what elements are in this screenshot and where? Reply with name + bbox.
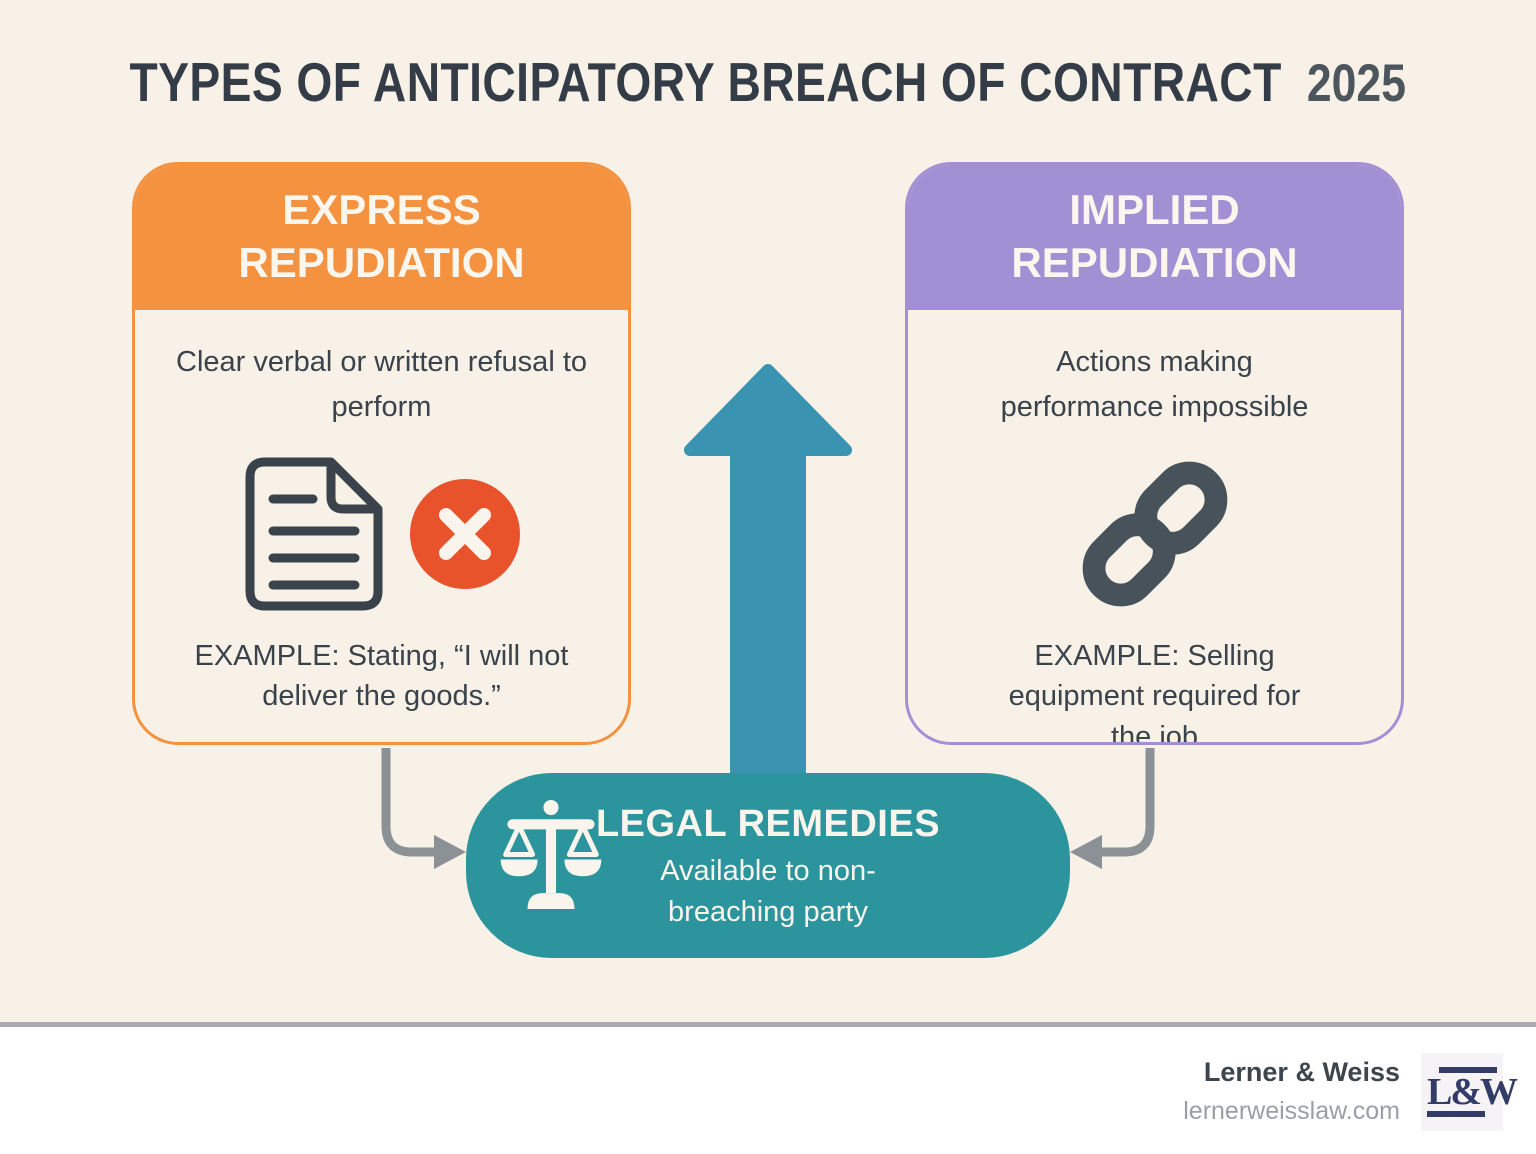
firm-website: lernerweisslaw.com (1183, 1097, 1400, 1125)
logo-top-bar (1439, 1066, 1497, 1073)
footer: Lerner & Weiss lernerweisslaw.com L&W (0, 1027, 1536, 1154)
scales-of-justice-icon (500, 799, 602, 909)
firm-name: Lerner & Weiss (1203, 1057, 1400, 1087)
express-heading: EXPRESS REPUDIATION (238, 186, 525, 286)
legal-remedies-box: LEGAL REMEDIES Available to non-breachin… (466, 773, 1070, 958)
legal-remedies-subtext: Available to non-breaching party (660, 855, 876, 928)
express-example: EXAMPLE: Stating, “I will not deliver th… (194, 639, 569, 713)
footer-divider (0, 1022, 1536, 1027)
implied-repudiation-card: IMPLIED REPUDIATION Actions making perfo… (905, 162, 1404, 745)
left-connector-arrow (381, 748, 466, 869)
implied-heading: IMPLIED REPUDIATION (1011, 186, 1298, 286)
year-label: 2025 (1307, 54, 1407, 113)
x-circle-icon (409, 478, 520, 589)
right-connector-arrow (1070, 748, 1155, 869)
express-icon-row (135, 454, 628, 614)
legal-remedies-heading: LEGAL REMEDIES (595, 803, 941, 845)
title-row: TYPES OF ANTICIPATORY BREACH OF CONTRACT… (0, 50, 1536, 114)
up-arrow-shape (684, 364, 852, 782)
express-repudiation-card: EXPRESS REPUDIATION Clear verbal or writ… (132, 162, 631, 745)
logo-bottom-bar (1427, 1111, 1485, 1118)
implied-icon-row (908, 454, 1401, 614)
chain-link-icon (1082, 461, 1227, 607)
express-card-header: EXPRESS REPUDIATION (135, 165, 628, 310)
document-icon (245, 457, 382, 611)
logo-text: L&W (1427, 1070, 1518, 1113)
firm-logo: L&W (1421, 1053, 1518, 1131)
implied-card-header: IMPLIED REPUDIATION (908, 165, 1401, 310)
express-description: Clear verbal or written refusal to perfo… (176, 346, 587, 423)
implied-description: Actions making performance impossible (1000, 346, 1309, 423)
page-title: TYPES OF ANTICIPATORY BREACH OF CONTRACT (129, 51, 1282, 113)
implied-example: EXAMPLE: Selling equipment required for … (1008, 639, 1301, 745)
footer-text-block: Lerner & Weiss lernerweisslaw.com (1183, 1057, 1400, 1126)
